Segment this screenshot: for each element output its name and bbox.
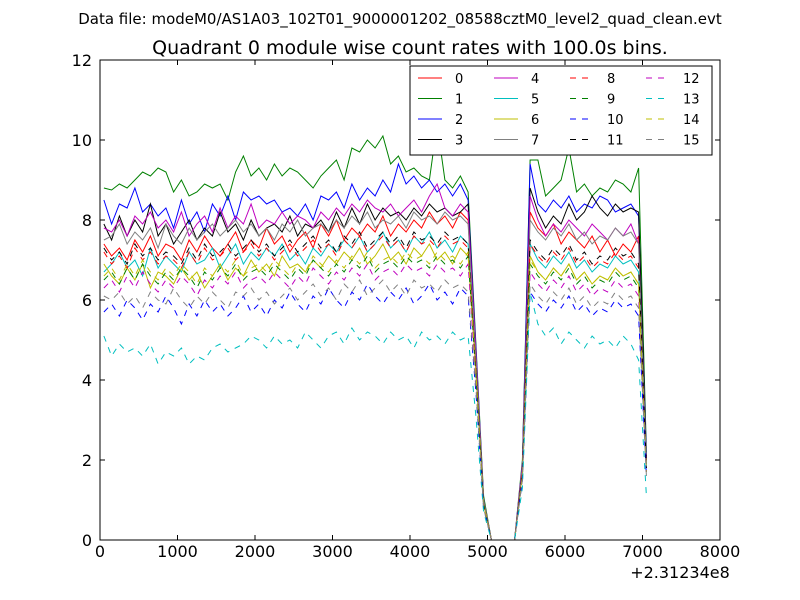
series-line-7 bbox=[103, 210, 647, 541]
x-tick-label: 4000 bbox=[390, 542, 431, 561]
series-line-8 bbox=[103, 234, 647, 541]
y-tick-label: 10 bbox=[72, 131, 92, 150]
legend-label-12: 12 bbox=[683, 72, 700, 87]
legend-label-0: 0 bbox=[455, 72, 463, 87]
legend-label-15: 15 bbox=[683, 134, 700, 149]
y-tick-label: 8 bbox=[82, 211, 92, 230]
legend-label-10: 10 bbox=[607, 113, 624, 128]
legend-label-4: 4 bbox=[531, 72, 539, 87]
legend-label-9: 9 bbox=[607, 93, 615, 108]
y-tick-label: 0 bbox=[82, 531, 92, 550]
x-tick-label: 0 bbox=[95, 542, 105, 561]
y-tick-label: 12 bbox=[72, 51, 92, 70]
legend-box bbox=[409, 65, 713, 156]
chart-supertitle: Data file: modeM0/AS1A03_102T01_90000012… bbox=[78, 10, 722, 29]
x-offset-label: +2.31234e8 bbox=[630, 563, 730, 582]
series-line-1 bbox=[103, 123, 647, 541]
ticks-layer: 0 1000 2000 3000 4000 5000 6000 7000 80000246810… bbox=[72, 51, 741, 561]
legend-label-7: 7 bbox=[531, 134, 539, 149]
legend-label-6: 6 bbox=[531, 113, 539, 128]
series-line-14 bbox=[103, 250, 647, 541]
legend-label-14: 14 bbox=[683, 113, 700, 128]
x-tick-label: 1000 bbox=[157, 542, 198, 561]
chart-title: Quadrant 0 module wise count rates with … bbox=[152, 37, 668, 59]
series-line-13 bbox=[103, 291, 647, 541]
x-tick-label: 8000 bbox=[700, 542, 741, 561]
x-tick-label: 6000 bbox=[545, 542, 586, 561]
legend-label-13: 13 bbox=[683, 93, 700, 108]
series-line-10 bbox=[103, 282, 647, 541]
series-line-12 bbox=[103, 262, 647, 541]
y-tick-label: 2 bbox=[82, 451, 92, 470]
series-line-3 bbox=[103, 187, 647, 541]
series-line-15 bbox=[103, 278, 647, 541]
series-line-2 bbox=[103, 162, 647, 541]
y-tick-label: 6 bbox=[82, 291, 92, 310]
x-tick-label: 7000 bbox=[622, 542, 663, 561]
legend-label-1: 1 bbox=[455, 93, 463, 108]
x-tick-label: 2000 bbox=[235, 542, 276, 561]
legend-label-5: 5 bbox=[531, 93, 539, 108]
series-line-11 bbox=[103, 230, 647, 541]
legend-label-2: 2 bbox=[455, 113, 463, 128]
y-tick-label: 4 bbox=[82, 371, 92, 390]
series-line-4 bbox=[103, 182, 647, 541]
x-tick-label: 3000 bbox=[312, 542, 353, 561]
x-tick-label: 5000 bbox=[467, 542, 508, 561]
series-line-9 bbox=[103, 254, 647, 541]
series-layer bbox=[103, 123, 647, 541]
legend-label-11: 11 bbox=[607, 134, 624, 149]
legend-label-3: 3 bbox=[455, 134, 463, 149]
legend-label-8: 8 bbox=[607, 72, 615, 87]
